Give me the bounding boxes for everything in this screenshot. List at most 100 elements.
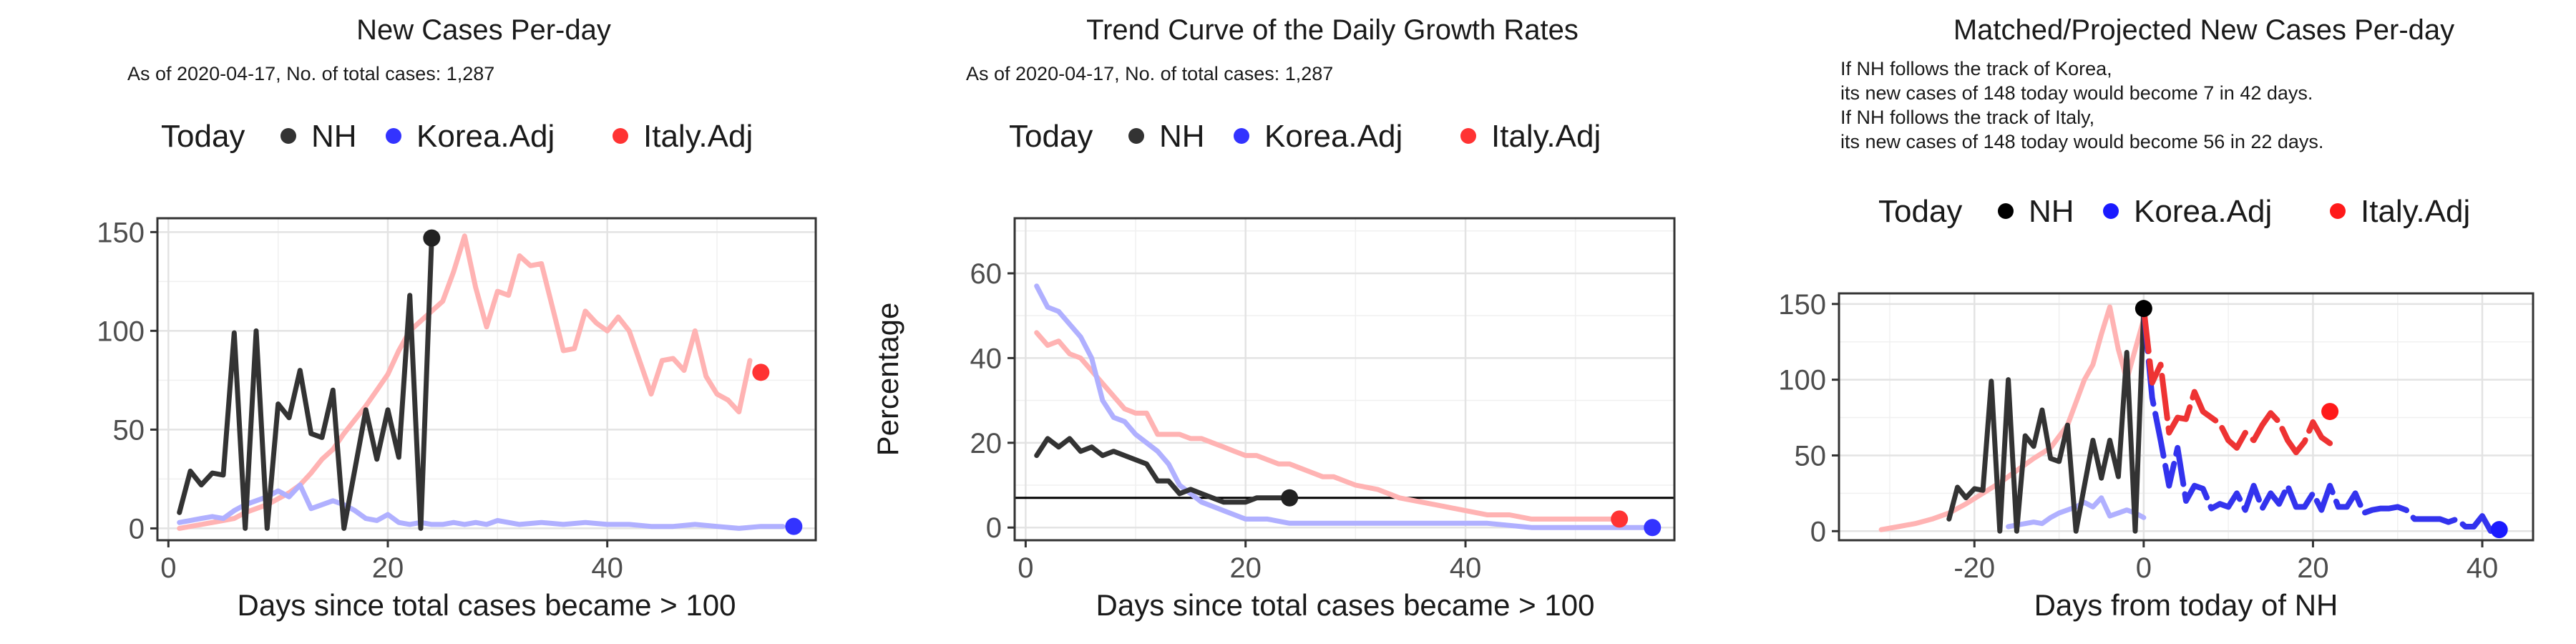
chart-title: New Cases Per-day — [356, 14, 611, 46]
legend-label: Italy.Adj — [643, 119, 753, 154]
marker-korea-adj — [1644, 519, 1662, 537]
marker-italy-adj — [2321, 403, 2339, 421]
x-axis-label: Days since total cases became > 100 — [238, 588, 736, 622]
marker-italy-adj — [1611, 510, 1629, 528]
chart-title: Matched/Projected New Cases Per-day — [1953, 14, 2454, 46]
today-markers — [1281, 489, 1662, 537]
axis-ticks: -20 0 20 40 0 50 100 150 — [1778, 289, 2498, 584]
gridlines — [1015, 218, 1674, 540]
plot-area — [156, 217, 817, 542]
y-tick-label: 50 — [113, 414, 145, 446]
chart-subtitle: If NH follows the track of Italy, — [1840, 107, 2094, 128]
x-tick-label: 0 — [1018, 552, 1033, 584]
chart-subtitle: its new cases of 148 today would become … — [1840, 82, 2313, 104]
x-tick-label: 40 — [591, 552, 623, 584]
legend-label: Korea.Adj — [2134, 194, 2272, 229]
x-axis-label: Days from today of NH — [2034, 588, 2338, 622]
legend-label: Italy.Adj — [2361, 194, 2470, 229]
series-line-italy-adj — [1034, 330, 1622, 522]
legend-key-nh — [1998, 203, 2014, 219]
legend: Today NH Korea.Adj Italy.Adj — [1878, 194, 2470, 229]
chart-subtitle: As of 2020-04-17, No. of total cases: 1,… — [127, 63, 494, 84]
chart-subtitle: As of 2020-04-17, No. of total cases: 1,… — [966, 63, 1333, 84]
x-tick-label: 0 — [2136, 552, 2152, 584]
marker-korea-adj — [785, 517, 803, 535]
marker-korea-adj — [2490, 521, 2508, 539]
panel-3: Matched/Projected New Cases Per-day If NH… — [1778, 14, 2534, 622]
y-tick-label: 40 — [970, 343, 1002, 374]
x-tick-label: 0 — [160, 552, 176, 584]
series-line-nh — [1034, 436, 1292, 505]
chart-subtitle: If NH follows the track of Korea, — [1840, 58, 2112, 79]
axis-ticks: 0 20 40 0 20 40 60 — [970, 258, 1482, 584]
today-markers — [2135, 300, 2508, 539]
legend-label: NH — [2029, 194, 2074, 229]
series-lines — [177, 233, 786, 531]
series-line-korea-adj — [177, 482, 786, 531]
legend: Today NH Korea.Adj Italy.Adj — [1009, 119, 1601, 154]
legend-label: Korea.Adj — [416, 119, 555, 154]
legend-key-korea-adj — [386, 128, 401, 144]
marker-nh — [2135, 300, 2152, 318]
x-tick-label: 40 — [2467, 552, 2499, 584]
plot-border — [156, 217, 817, 542]
axis-ticks: 0 20 40 0 50 100 150 — [97, 217, 623, 584]
panel-1: New Cases Per-day As of 2020-04-17, No. o… — [97, 14, 817, 622]
y-tick-label: 0 — [986, 512, 1002, 544]
legend-title: Today — [161, 119, 245, 154]
series-line-korea-adj — [1034, 283, 1655, 530]
chart-subtitle: its new cases of 148 today would become … — [1840, 131, 2323, 152]
x-tick-label: -20 — [1953, 552, 1995, 584]
legend-label: Korea.Adj — [1264, 119, 1402, 154]
legend-key-nh — [280, 128, 296, 144]
y-tick-label: 150 — [1778, 289, 1826, 321]
series-line-nh — [177, 235, 434, 531]
series-line-italy-adj — [177, 233, 753, 531]
y-tick-label: 0 — [129, 513, 145, 545]
legend: Today NH Korea.Adj Italy.Adj — [161, 119, 753, 154]
plot-border — [1013, 217, 1676, 542]
marker-italy-adj — [752, 364, 770, 381]
legend-key-italy-adj — [1460, 128, 1476, 144]
series-line-korea-adj — [2140, 306, 2502, 535]
legend-key-italy-adj — [2330, 203, 2346, 219]
x-tick-label: 20 — [2297, 552, 2329, 584]
legend-label: Italy.Adj — [1491, 119, 1601, 154]
legend-label: NH — [1159, 119, 1205, 154]
y-tick-label: 0 — [1810, 516, 1826, 547]
y-tick-label: 20 — [970, 428, 1002, 459]
x-tick-label: 20 — [372, 552, 404, 584]
series-lines — [1878, 304, 2502, 535]
panel-2: Trend Curve of the Daily Growth Rates As … — [871, 14, 1676, 622]
y-tick-label: 60 — [970, 258, 1002, 290]
today-markers — [423, 229, 803, 535]
marker-nh — [423, 229, 441, 247]
x-axis-label: Days since total cases became > 100 — [1096, 588, 1595, 622]
legend-title: Today — [1878, 194, 1962, 229]
plot-border — [1838, 292, 2534, 542]
series-lines — [1015, 283, 1674, 530]
legend-key-korea-adj — [1234, 128, 1249, 144]
chart-title: Trend Curve of the Daily Growth Rates — [1086, 14, 1579, 46]
plot-area — [1013, 217, 1676, 542]
y-tick-label: 50 — [1795, 440, 1827, 472]
legend-title: Today — [1009, 119, 1093, 154]
plot-background — [1015, 218, 1674, 540]
x-tick-label: 20 — [1229, 552, 1262, 584]
y-tick-label: 150 — [97, 217, 145, 248]
legend-key-korea-adj — [2103, 203, 2119, 219]
series-line-nh — [1946, 306, 2147, 534]
x-tick-label: 40 — [1450, 552, 1482, 584]
series-line-italy-adj — [2140, 306, 2333, 456]
legend-key-italy-adj — [613, 128, 628, 144]
gridlines — [157, 218, 816, 540]
y-tick-label: 100 — [1778, 365, 1826, 396]
marker-nh — [1281, 489, 1299, 507]
plot-area — [1838, 292, 2534, 542]
legend-key-nh — [1128, 128, 1144, 144]
y-tick-label: 100 — [97, 316, 145, 347]
legend-label: NH — [311, 119, 357, 154]
y-axis-label: Percentage — [871, 303, 904, 457]
